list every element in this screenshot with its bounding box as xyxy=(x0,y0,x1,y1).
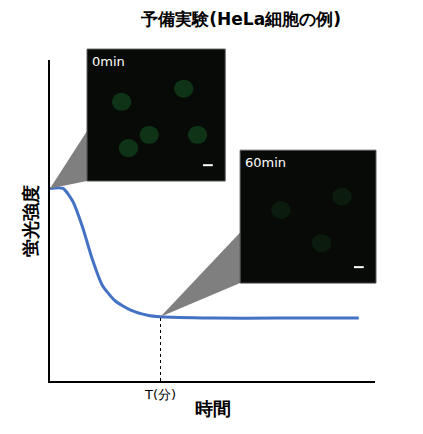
svg-text:予備実験(HeLa細胞の例): 予備実験(HeLa細胞の例) xyxy=(140,9,341,29)
svg-text:60min: 60min xyxy=(245,155,286,170)
svg-text:0min: 0min xyxy=(92,54,125,69)
svg-text:T(分): T(分) xyxy=(144,387,176,402)
svg-text:時間: 時間 xyxy=(195,398,231,419)
svg-text:蛍光強度: 蛍光強度 xyxy=(20,185,41,257)
